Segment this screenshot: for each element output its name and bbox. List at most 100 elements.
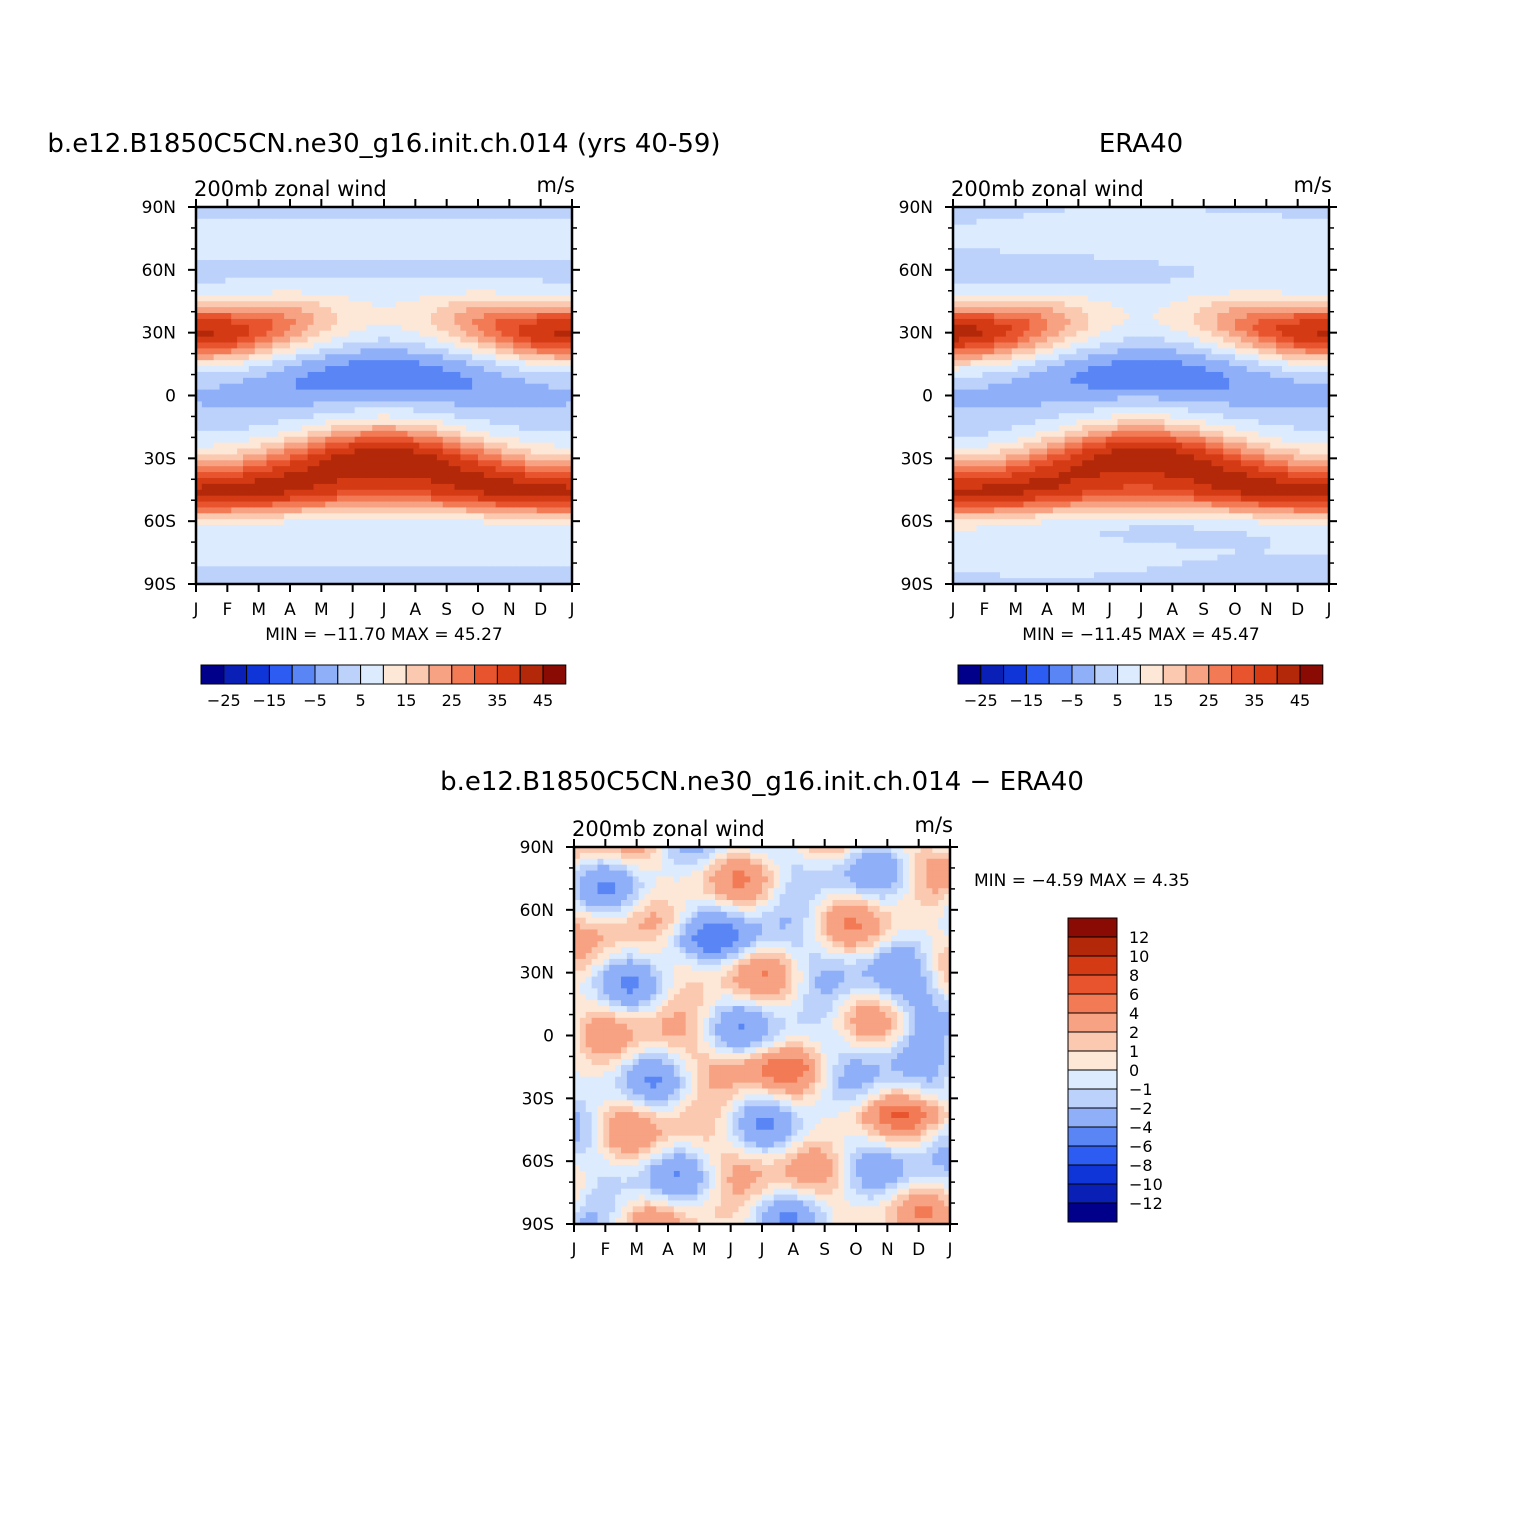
field-cell <box>507 319 513 325</box>
field-cell <box>965 307 971 313</box>
field-cell <box>466 502 472 508</box>
field-cell <box>484 419 490 425</box>
field-cell <box>261 260 267 266</box>
field-cell <box>549 319 555 325</box>
field-cell <box>225 225 231 231</box>
field-cell <box>977 419 983 425</box>
field-cell <box>502 325 508 331</box>
field-cell <box>284 419 290 425</box>
field-cell <box>249 437 255 443</box>
field-cell <box>965 413 971 419</box>
field-cell <box>971 525 977 531</box>
field-cell <box>531 372 537 378</box>
field-cell <box>225 572 231 578</box>
field-cell <box>988 407 994 413</box>
field-cell <box>337 513 343 519</box>
field-cell <box>455 431 461 437</box>
field-cell <box>965 537 971 543</box>
field-cell <box>560 537 566 543</box>
field-cell <box>543 572 549 578</box>
field-cell <box>513 266 519 272</box>
field-cell <box>243 449 249 455</box>
field-cell <box>267 525 273 531</box>
field-cell <box>525 348 531 354</box>
field-cell <box>490 384 496 390</box>
field-cell <box>261 284 267 290</box>
field-cell <box>1000 466 1006 472</box>
field-cell <box>302 366 308 372</box>
field-cell <box>261 419 267 425</box>
field-cell <box>1018 260 1024 266</box>
field-cell <box>413 437 419 443</box>
field-cell <box>208 507 214 513</box>
field-cell <box>237 555 243 561</box>
field-cell <box>308 301 314 307</box>
field-cell <box>478 566 484 572</box>
field-cell <box>378 560 384 566</box>
field-cell <box>982 272 988 278</box>
field-cell <box>1006 478 1012 484</box>
field-cell <box>513 301 519 307</box>
field-cell <box>425 555 431 561</box>
field-cell <box>343 449 349 455</box>
field-cell <box>988 354 994 360</box>
field-cell <box>988 507 994 513</box>
field-cell <box>366 278 372 284</box>
field-cell <box>278 272 284 278</box>
field-cell <box>319 213 325 219</box>
field-cell <box>237 572 243 578</box>
field-cell <box>255 348 261 354</box>
field-cell <box>331 555 337 561</box>
field-cell <box>959 396 965 402</box>
field-cell <box>220 419 226 425</box>
field-cell <box>255 537 261 543</box>
field-cell <box>554 301 560 307</box>
field-cell <box>366 543 372 549</box>
field-cell <box>220 231 226 237</box>
field-cell <box>537 560 543 566</box>
field-cell <box>302 295 308 301</box>
field-cell <box>502 236 508 242</box>
field-cell <box>220 555 226 561</box>
field-cell <box>455 449 461 455</box>
field-cell <box>231 284 237 290</box>
field-cell <box>361 401 367 407</box>
field-cell <box>507 354 513 360</box>
field-cell <box>460 466 466 472</box>
field-cell <box>302 566 308 572</box>
field-cell <box>372 525 378 531</box>
field-cell <box>337 431 343 437</box>
field-cell <box>531 337 537 343</box>
field-cell <box>349 231 355 237</box>
field-cell <box>249 342 255 348</box>
field-cell <box>1018 513 1024 519</box>
field-cell <box>355 531 361 537</box>
field-cell <box>507 407 513 413</box>
field-cell <box>314 366 320 372</box>
field-cell <box>349 525 355 531</box>
field-cell <box>496 354 502 360</box>
field-cell <box>560 278 566 284</box>
field-cell <box>396 319 402 325</box>
field-cell <box>314 289 320 295</box>
field-cell <box>390 401 396 407</box>
field-cell <box>490 549 496 555</box>
field-cell <box>308 466 314 472</box>
field-cell <box>1012 242 1018 248</box>
field-cell <box>384 401 390 407</box>
field-cell <box>431 225 437 231</box>
field-cell <box>413 248 419 254</box>
colorbar-swatch <box>361 665 384 684</box>
field-cell <box>484 284 490 290</box>
field-cell <box>519 413 525 419</box>
field-cell <box>443 342 449 348</box>
field-cell <box>449 507 455 513</box>
field-cell <box>361 431 367 437</box>
field-cell <box>537 443 543 449</box>
field-cell <box>443 472 449 478</box>
field-cell <box>437 242 443 248</box>
field-cell <box>202 378 208 384</box>
field-cell <box>1006 466 1012 472</box>
field-cell <box>560 307 566 313</box>
field-cell <box>965 313 971 319</box>
